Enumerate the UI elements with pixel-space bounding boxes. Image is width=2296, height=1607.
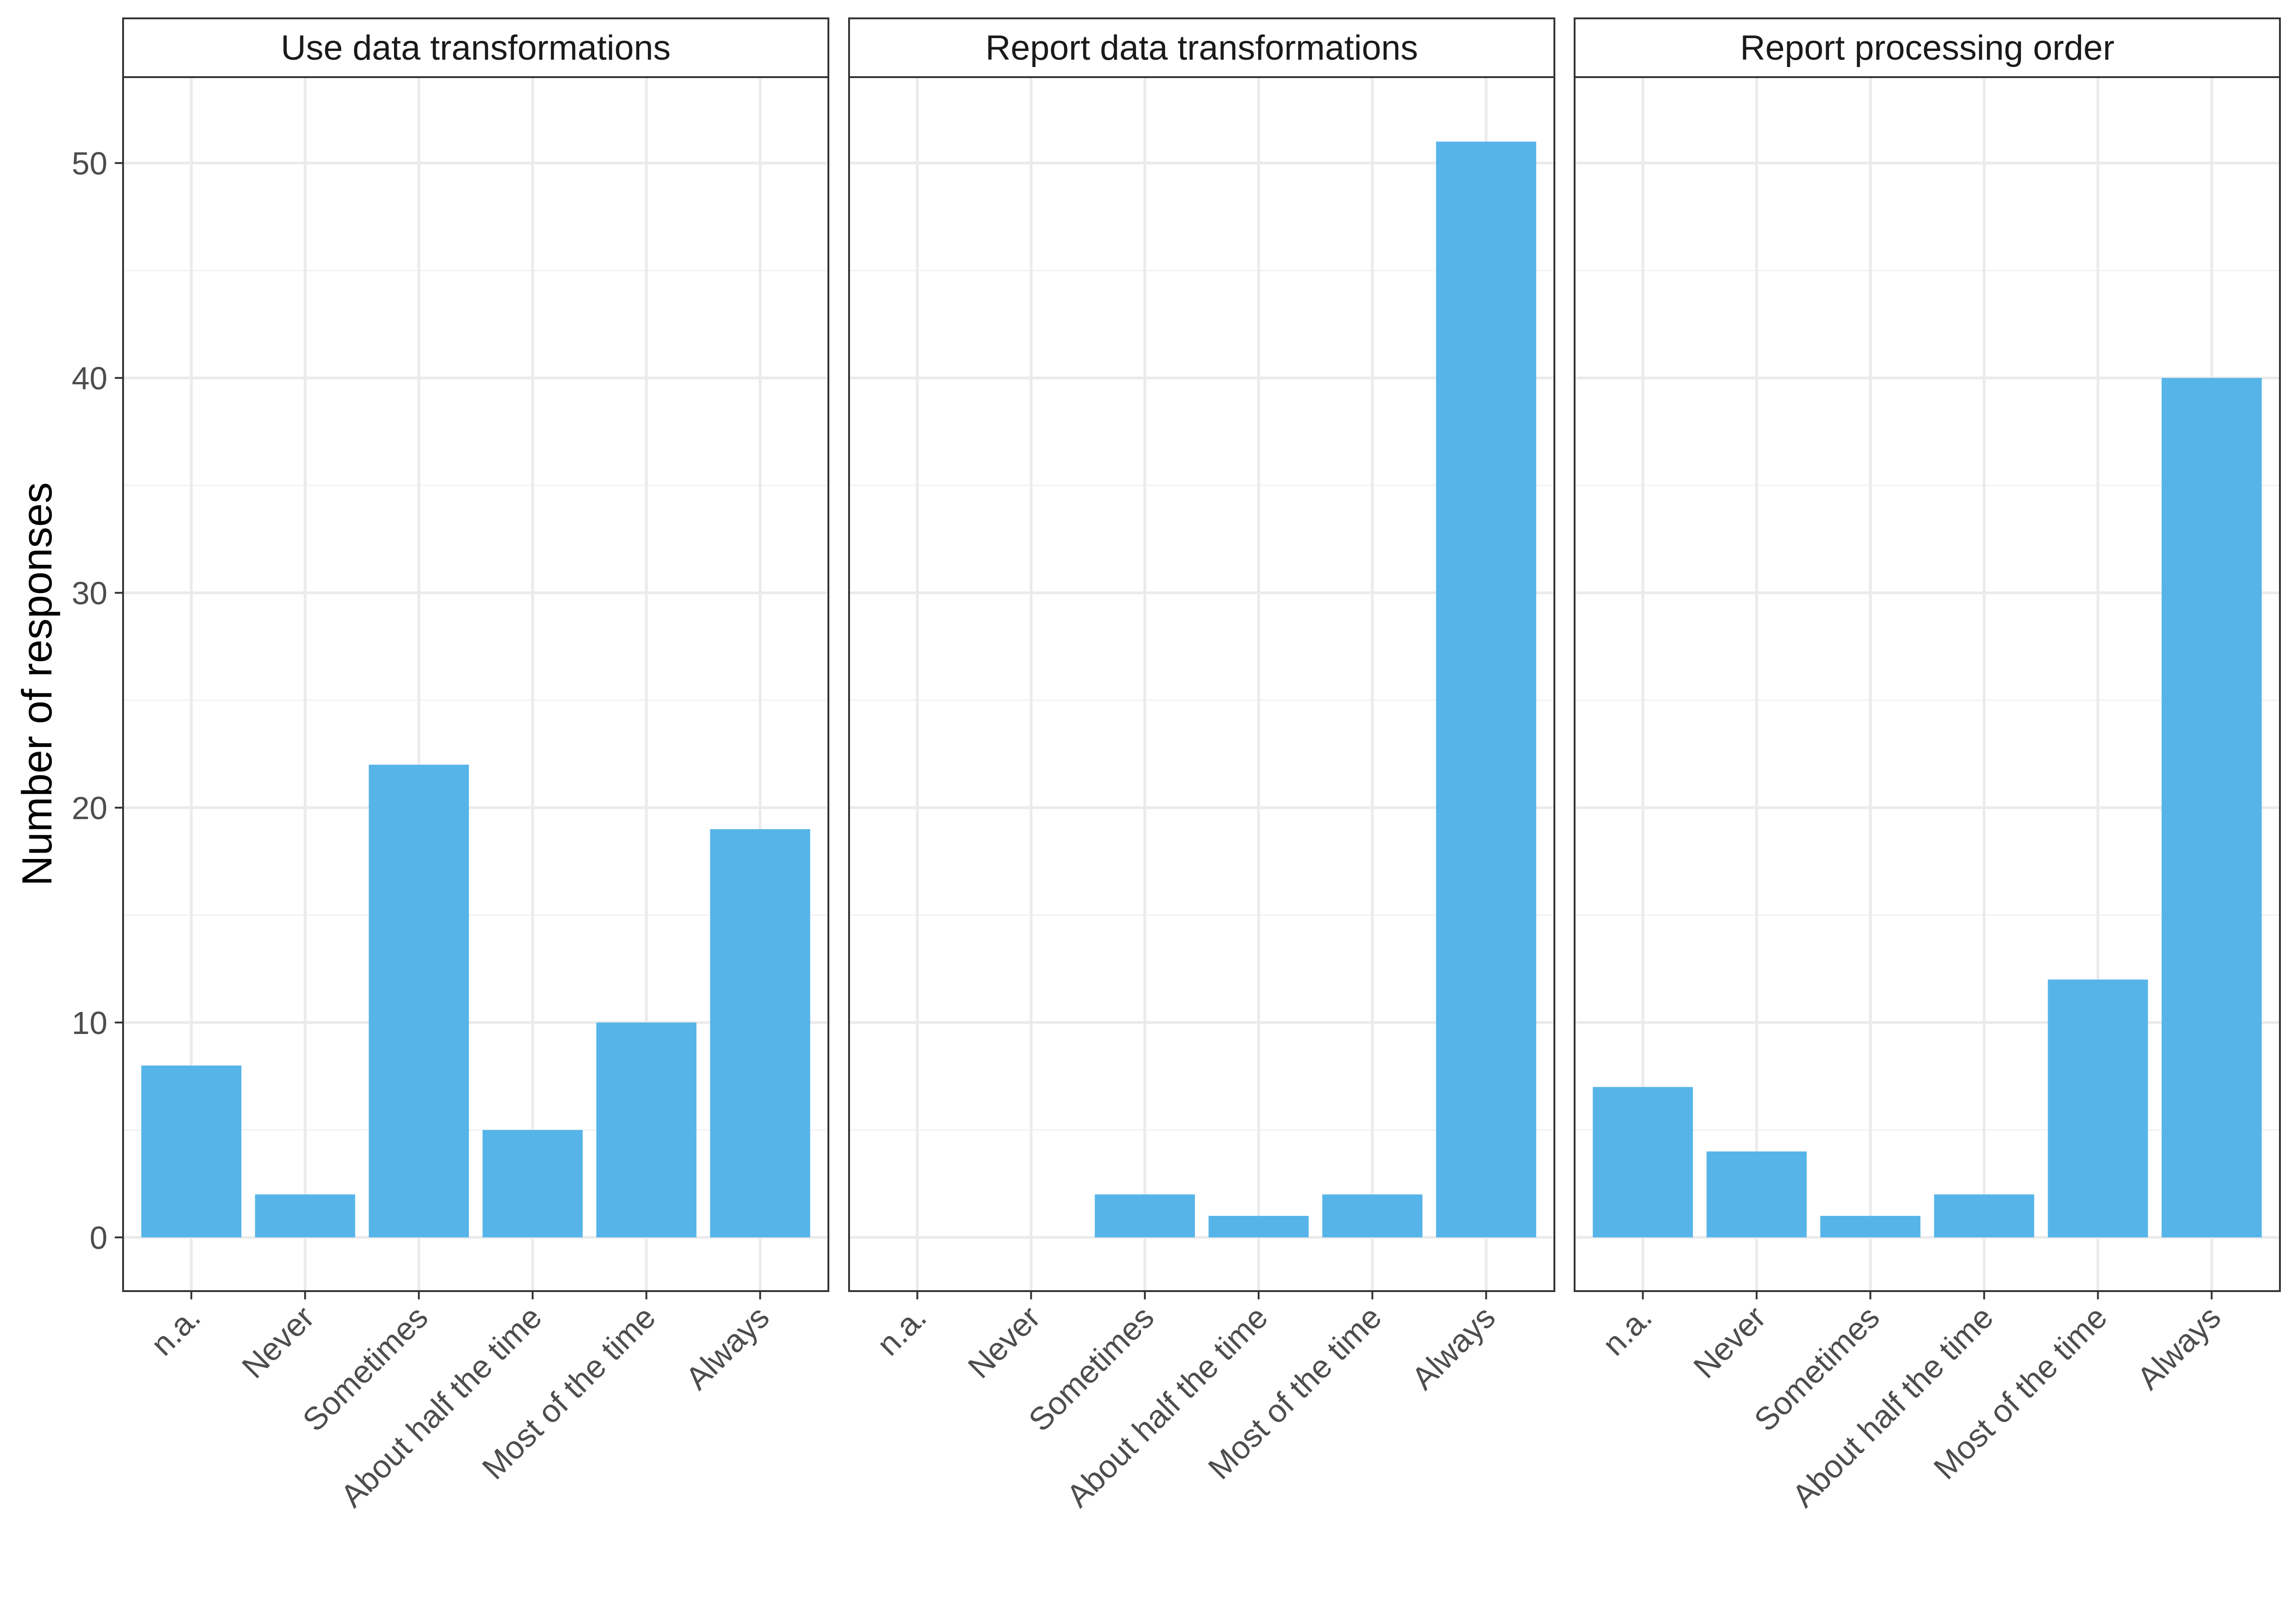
strip-background <box>848 17 1555 78</box>
x-tick-label: About half the time <box>1785 1299 2000 1514</box>
y-tick-label: 20 <box>72 790 107 826</box>
bar-2-6 <box>1436 141 1536 1238</box>
y-tick-label: 10 <box>72 1005 107 1041</box>
bar-3-4 <box>1934 1194 2034 1238</box>
bar-2-4 <box>1208 1216 1309 1238</box>
x-tick-label: n.a. <box>870 1299 934 1362</box>
x-tick-label: Always <box>679 1299 776 1396</box>
x-tick-label: About half the time <box>1060 1299 1275 1514</box>
bar-1-6 <box>710 829 810 1238</box>
y-tick-label: 0 <box>90 1220 107 1256</box>
y-tick-label: 30 <box>72 575 107 611</box>
y-axis-title: Number of responses <box>14 482 61 886</box>
bar-3-3 <box>1820 1216 1921 1238</box>
x-tick-label: n.a. <box>144 1299 208 1362</box>
bar-1-3 <box>369 764 469 1238</box>
strip-background <box>1574 17 2281 78</box>
bar-1-1 <box>141 1065 242 1238</box>
x-tick-label: Always <box>2130 1299 2228 1396</box>
x-tick-label: Never <box>961 1299 1047 1385</box>
bar-3-5 <box>2048 979 2148 1238</box>
bar-3-6 <box>2161 378 2262 1238</box>
x-tick-label: Never <box>235 1299 321 1385</box>
panel-title: Report data transformations <box>985 28 1418 67</box>
bar-2-3 <box>1095 1194 1195 1238</box>
bar-1-2 <box>255 1194 355 1238</box>
panel-title: Report processing order <box>1740 28 2114 67</box>
x-tick-label: Always <box>1405 1299 1502 1396</box>
bar-1-4 <box>482 1130 583 1238</box>
bar-3-1 <box>1593 1087 1693 1238</box>
bar-3-2 <box>1706 1151 1807 1238</box>
y-tick-label: 50 <box>72 146 107 181</box>
x-tick-label: About half the time <box>334 1299 549 1514</box>
x-tick-label: n.a. <box>1596 1299 1659 1362</box>
x-tick-label: Never <box>1687 1299 1773 1385</box>
bar-2-5 <box>1322 1194 1423 1238</box>
panel-title: Use data transformations <box>281 28 670 67</box>
strip-background <box>122 17 829 78</box>
bar-1-5 <box>596 1023 697 1238</box>
y-tick-label: 40 <box>72 360 107 396</box>
